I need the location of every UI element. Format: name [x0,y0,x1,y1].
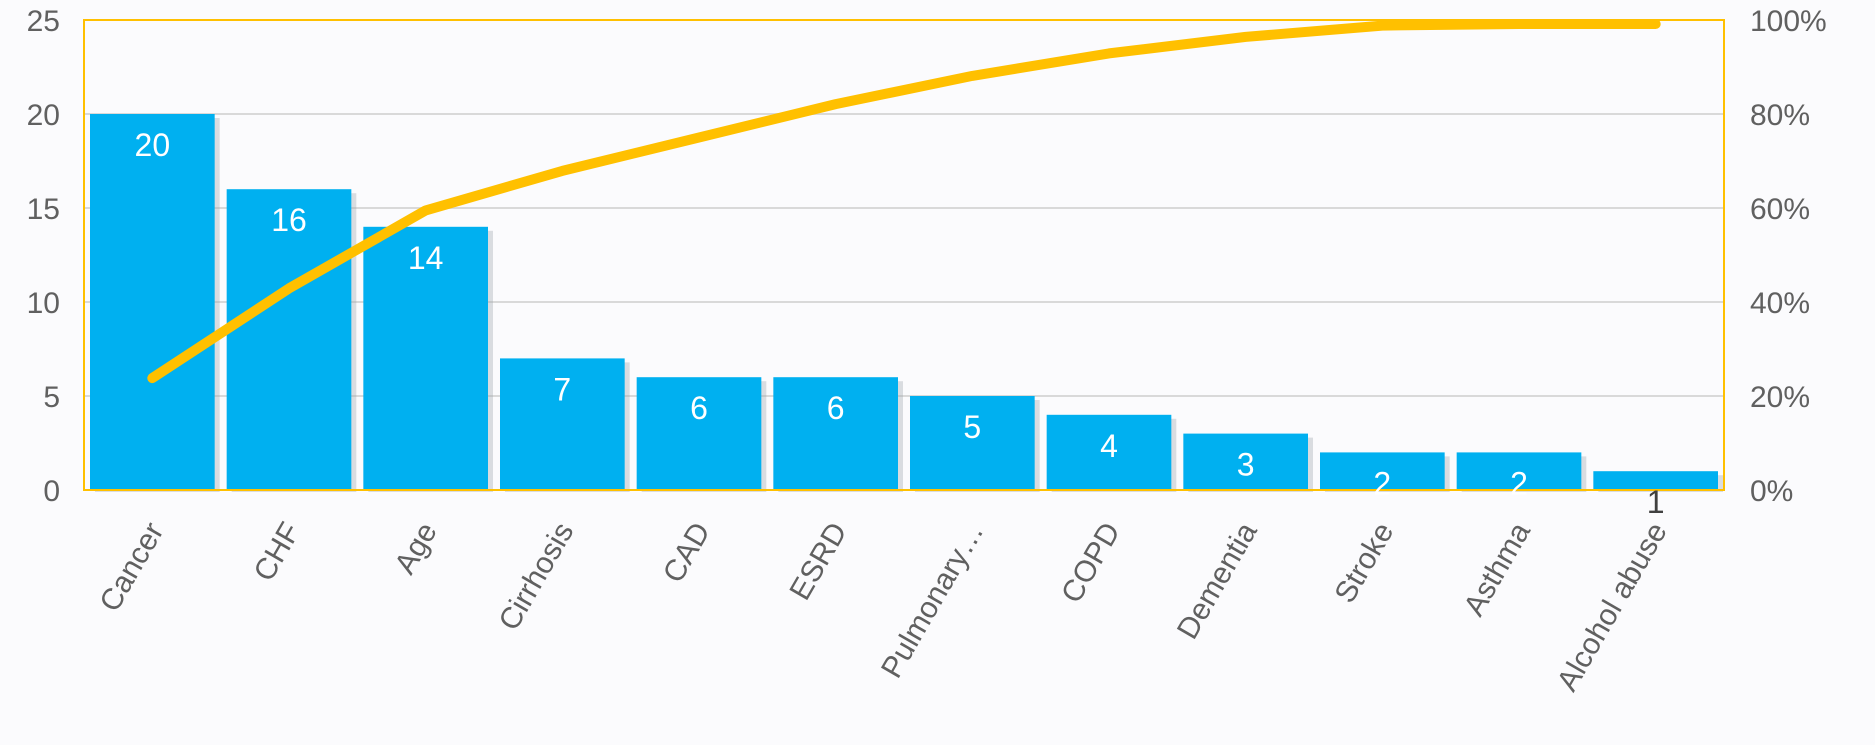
bar [90,114,215,490]
bar [910,396,1035,490]
x-tick-label: CHF [248,517,307,587]
x-tick-label: Cancer [93,517,170,617]
bar [363,226,488,491]
cumulative-line-series [147,19,1661,384]
bar [1593,471,1718,490]
data-label: 14 [408,240,444,276]
category-axis-labels: Cancer CHF Age Cirrhosis CAD ESRD Pulmonary… CO… [93,517,1673,697]
data-labels: 20 16 14 7 6 6 5 4 3 2 2 1 [135,127,1665,520]
y-tick-label: 20 [27,99,60,132]
y-tick-label: 15 [27,193,60,226]
x-tick-label: Alcohol abuse [1551,517,1674,697]
x-tick-label: Pulmonary… [875,517,990,684]
bar [773,377,898,490]
data-label: 2 [1510,465,1528,501]
y2-tick-label: 100% [1750,5,1827,38]
data-label: 20 [135,127,171,163]
x-tick-label: Stroke [1328,517,1400,609]
bar [1046,414,1172,490]
y-tick-label: 0 [43,475,60,508]
y2-tick-label: 80% [1750,99,1810,132]
left-axis-ticks: 0 5 10 15 20 25 [27,5,60,508]
y-tick-label: 10 [27,287,60,320]
x-tick-label: Age [388,517,443,580]
y2-tick-label: 0% [1750,475,1793,508]
data-label: 2 [1373,465,1391,501]
data-label: 6 [827,390,845,426]
x-tick-label: Asthma [1458,517,1538,622]
right-axis-ticks: 0% 20% 40% 60% 80% 100% [1750,5,1827,508]
data-label: 3 [1237,447,1255,483]
data-label: 6 [690,390,708,426]
plot-frame [83,19,1725,491]
bar [500,358,625,490]
x-tick-label: COPD [1055,517,1127,609]
data-label: 5 [963,409,981,445]
x-tick-label: ESRD [783,517,853,606]
x-tick-label: CAD [657,517,717,588]
data-label: 1 [1647,484,1665,520]
bar [636,377,762,490]
bar [1183,433,1308,490]
y2-tick-label: 20% [1750,381,1810,414]
data-label: 7 [553,371,571,407]
bar [1320,452,1445,490]
data-label: 16 [271,202,307,238]
y-tick-label: 25 [27,5,60,38]
y-tick-label: 5 [43,381,60,414]
x-tick-label: Dementia [1171,517,1264,645]
x-tick-label: Cirrhosis [493,517,581,636]
cumulative-line [147,19,1661,384]
y2-tick-label: 60% [1750,193,1810,226]
bar-series [90,114,1723,493]
y2-tick-label: 40% [1750,287,1810,320]
bar [1456,452,1582,490]
bar [226,189,352,490]
data-label: 4 [1100,428,1118,464]
